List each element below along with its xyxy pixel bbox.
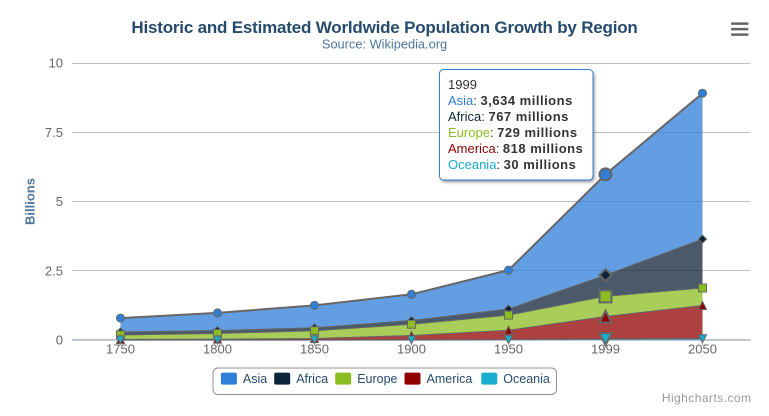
svg-text:1999: 1999: [448, 77, 477, 92]
svg-text:1750: 1750: [106, 342, 135, 357]
svg-text:5: 5: [56, 194, 63, 209]
svg-text:America: America: [427, 372, 473, 386]
svg-text:0: 0: [56, 333, 63, 348]
svg-text:1800: 1800: [203, 342, 232, 357]
svg-text:Africa: Africa: [296, 372, 328, 386]
svg-text:Oceania: Oceania: [503, 372, 550, 386]
svg-text:1900: 1900: [397, 342, 426, 357]
svg-text:America: 818 millions: America: 818 millions: [448, 141, 583, 156]
svg-text:Europe: Europe: [357, 372, 397, 386]
svg-text:10: 10: [49, 56, 63, 71]
svg-text:Billions: Billions: [23, 178, 38, 225]
svg-text:2.5: 2.5: [45, 263, 63, 278]
svg-text:Asia: Asia: [243, 372, 267, 386]
svg-text:1850: 1850: [300, 342, 329, 357]
svg-text:Europe: 729 millions: Europe: 729 millions: [448, 125, 578, 140]
svg-text:Historic and Estimated Worldwi: Historic and Estimated Worldwide Populat…: [131, 18, 637, 37]
svg-text:7.5: 7.5: [45, 125, 63, 140]
svg-text:Oceania: 30 millions: Oceania: 30 millions: [448, 157, 576, 172]
svg-text:Source: Wikipedia.org: Source: Wikipedia.org: [322, 37, 447, 52]
svg-text:1999: 1999: [591, 342, 620, 357]
svg-text:2050: 2050: [688, 342, 717, 357]
svg-text:1950: 1950: [494, 342, 523, 357]
svg-text:Africa: 767 millions: Africa: 767 millions: [448, 109, 569, 124]
svg-text:Highcharts.com: Highcharts.com: [662, 391, 752, 405]
svg-text:Asia: 3,634 millions: Asia: 3,634 millions: [448, 93, 573, 108]
